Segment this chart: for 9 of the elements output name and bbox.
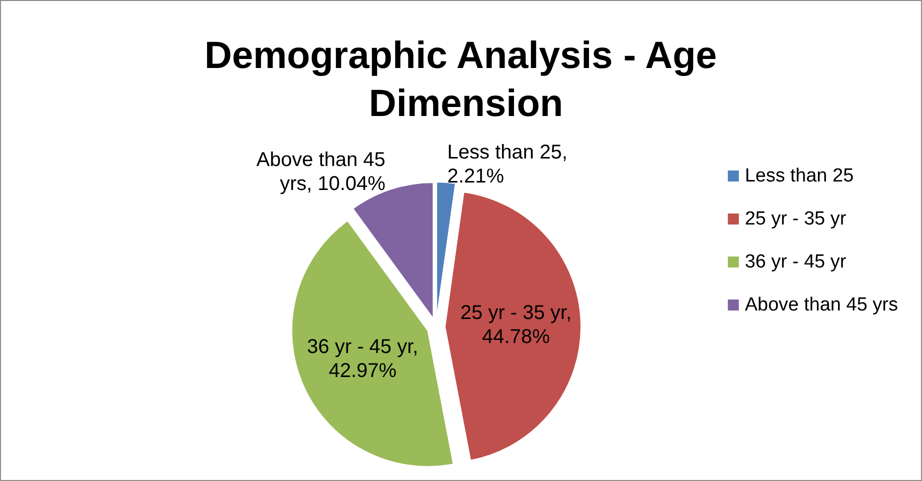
data-label: 36 yr - 45 yr, 42.97% <box>307 336 418 382</box>
legend-label: 25 yr - 35 yr <box>744 208 847 230</box>
legend-label: Less than 25 <box>744 166 854 186</box>
legend-label: Above than 45 yrs <box>744 294 898 316</box>
data-label: 25 yr - 35 yr, 44.78% <box>460 302 572 348</box>
data-label: Less than 25, 2.21% <box>447 141 568 188</box>
chart-title: Demographic Analysis - Age Dimension <box>204 35 728 125</box>
data-label: Above than 45 yrs, 10.04% <box>256 149 386 196</box>
legend-label: 36 yr - 45 yr <box>744 252 847 272</box>
